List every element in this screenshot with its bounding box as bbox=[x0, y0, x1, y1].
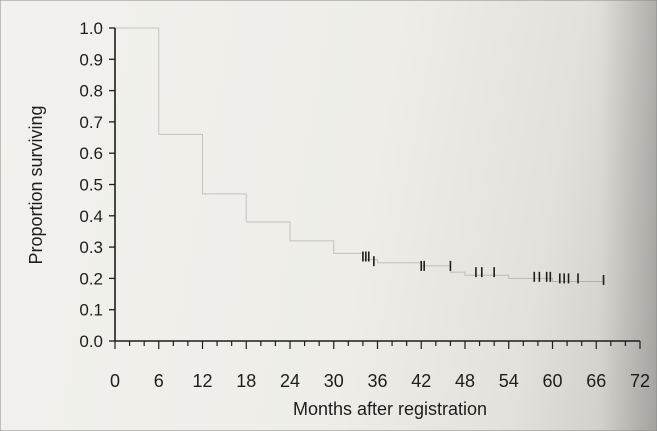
ticks-layer: 0.0 0.1 0.2 0.3 0.4 0.5 0.6 0.7 0.8 0.9 1.0 0 6 12 18 2… bbox=[79, 19, 650, 391]
x-tick-label: 54 bbox=[499, 371, 519, 391]
y-axis-label: Proportion surviving bbox=[26, 105, 46, 264]
y-tick-label: 0.2 bbox=[79, 269, 103, 288]
x-tick-label: 60 bbox=[542, 371, 562, 391]
x-tick-label: 42 bbox=[411, 371, 431, 391]
x-tick-label: 6 bbox=[154, 371, 164, 391]
x-tick-label: 0 bbox=[110, 371, 120, 391]
y-tick-label: 0.6 bbox=[79, 144, 103, 163]
y-tick-label: 0.0 bbox=[79, 332, 103, 351]
y-tick-label: 0.8 bbox=[79, 82, 103, 101]
x-axis-label: Months after registration bbox=[293, 399, 487, 419]
x-tick-label: 48 bbox=[455, 371, 475, 391]
y-tick-label: 0.3 bbox=[79, 238, 103, 257]
y-tick-label: 1.0 bbox=[79, 19, 103, 38]
x-tick-label: 18 bbox=[236, 371, 256, 391]
x-tick-label: 66 bbox=[586, 371, 606, 391]
x-tick-label: 72 bbox=[630, 371, 650, 391]
x-tick-label: 36 bbox=[367, 371, 387, 391]
x-tick-label: 12 bbox=[192, 371, 212, 391]
axes-layer bbox=[114, 28, 640, 342]
x-tick-label: 30 bbox=[324, 371, 344, 391]
survival-curve bbox=[115, 27, 604, 283]
y-tick-label: 0.5 bbox=[79, 176, 103, 195]
curve-layer bbox=[115, 27, 604, 283]
x-tick-label: 24 bbox=[280, 371, 300, 391]
y-tick-label: 0.7 bbox=[79, 113, 103, 132]
y-tick-label: 0.9 bbox=[79, 50, 103, 69]
y-tick-label: 0.4 bbox=[79, 207, 103, 226]
censor-marks bbox=[362, 251, 605, 285]
y-tick-label: 0.1 bbox=[79, 301, 103, 320]
